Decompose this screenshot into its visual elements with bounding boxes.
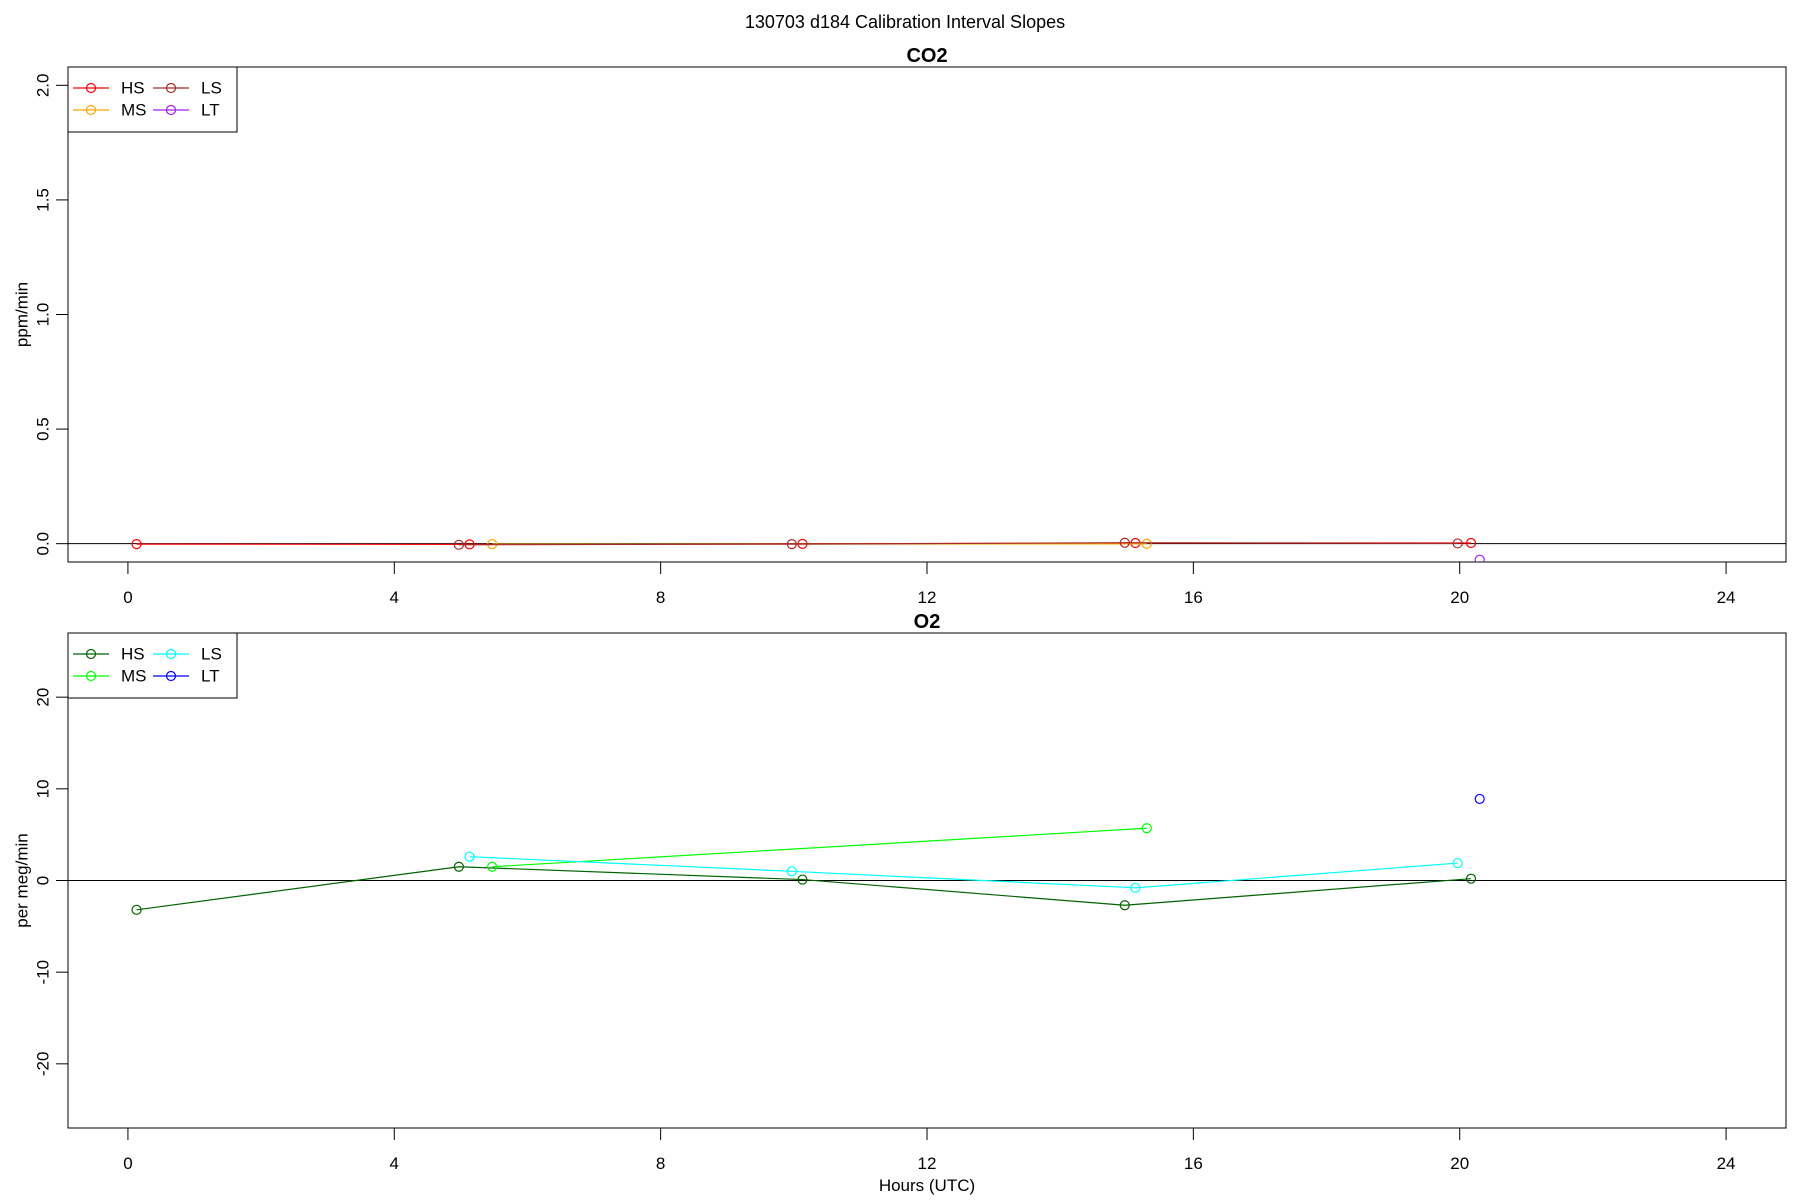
co2-panel: CO2 0 4 8 12 16 20 24 0.0 0.5 1.0 1.5 2.0 ppm/min HS MS… <box>13 45 1787 607</box>
o2-x-tick-label: 8 <box>656 1154 665 1173</box>
o2-data-point-lt <box>1474 793 1485 805</box>
o2-legend-label-ls: LS <box>201 645 222 664</box>
o2-series-ms <box>487 823 1152 872</box>
co2-data-point-ls <box>1119 537 1130 548</box>
co2-legend-swatch-marker <box>165 104 177 116</box>
o2-panel: O2 0 4 8 12 16 20 24 Hours (UTC) -20 -10 0 10 20 per m… <box>13 611 1787 1195</box>
o2-legend-swatch-marker <box>165 670 177 682</box>
o2-y-tick-label: -20 <box>34 1052 53 1077</box>
co2-x-tick-label: 16 <box>1184 588 1203 607</box>
o2-legend-item-hs: HS <box>73 645 145 664</box>
co2-x-tick-label: 8 <box>656 588 665 607</box>
o2-x-axis: 0 4 8 12 16 20 24 <box>123 1127 1736 1173</box>
o2-y-axis: -20 -10 0 10 20 <box>34 688 69 1076</box>
co2-y-axis-label: ppm/min <box>13 282 32 347</box>
co2-x-tick-label: 24 <box>1717 588 1736 607</box>
o2-data-point-ms <box>487 861 498 872</box>
o2-y-tick-label: 20 <box>34 688 53 707</box>
co2-legend-item-ls: LS <box>153 79 222 98</box>
o2-x-tick-label: 20 <box>1450 1154 1469 1173</box>
co2-legend-item-hs: HS <box>73 79 145 98</box>
o2-data-point-ls <box>1452 857 1463 869</box>
co2-legend-swatch-marker <box>85 82 97 94</box>
co2-legend: HS MS LS LT <box>67 66 238 133</box>
o2-data-point-ls <box>786 866 797 877</box>
o2-panel-title: O2 <box>914 611 941 633</box>
o2-x-axis-label: Hours (UTC) <box>879 1176 975 1195</box>
co2-legend-label-hs: HS <box>121 79 145 98</box>
o2-legend-swatch-marker <box>85 648 97 660</box>
co2-data-point-ls <box>453 539 464 550</box>
o2-legend-swatch-marker <box>165 648 177 660</box>
co2-x-tick-label: 4 <box>390 588 399 607</box>
co2-data-point-hs <box>131 539 142 550</box>
o2-legend-item-ms: MS <box>73 667 147 686</box>
o2-y-tick-label: 10 <box>34 779 53 798</box>
co2-x-tick-label: 20 <box>1450 588 1469 607</box>
o2-y-tick-label: -10 <box>34 960 53 985</box>
co2-y-tick-label: 1.0 <box>34 303 53 327</box>
o2-data-point-hs <box>1465 873 1477 884</box>
co2-y-tick-label: 1.5 <box>34 188 53 212</box>
o2-data-point-ls <box>1130 882 1141 893</box>
co2-y-axis: 0.0 0.5 1.0 1.5 2.0 <box>34 74 69 556</box>
o2-x-tick-label: 12 <box>918 1154 937 1173</box>
co2-plot-frame <box>67 66 1787 563</box>
co2-data-point-ms <box>487 539 498 550</box>
co2-data-point-ls <box>786 539 797 550</box>
co2-series-line-ls <box>458 542 1458 546</box>
co2-data-point-ms <box>1141 538 1152 549</box>
co2-x-tick-label: 12 <box>918 588 937 607</box>
o2-x-tick-label: 0 <box>123 1154 132 1173</box>
o2-series-hs <box>131 861 1477 915</box>
o2-legend-item-lt: LT <box>153 667 220 686</box>
co2-data-point-hs <box>1465 537 1477 549</box>
o2-data-point-hs <box>1119 900 1130 911</box>
co2-legend-item-ms: MS <box>73 101 147 120</box>
o2-series-line-ms <box>492 827 1147 868</box>
co2-series-lt <box>1474 554 1485 562</box>
o2-series-ls <box>464 851 1463 893</box>
o2-legend-item-ls: LS <box>153 645 222 664</box>
o2-data-point-ls <box>464 851 475 862</box>
o2-series-line-hs <box>136 866 1472 911</box>
o2-x-tick-label: 24 <box>1717 1154 1736 1173</box>
o2-legend-label-ms: MS <box>121 667 147 686</box>
o2-legend: HS MS LS LT <box>67 632 238 699</box>
o2-y-tick-label: 0 <box>34 876 53 885</box>
o2-y-axis-label: per meg/min <box>13 833 32 927</box>
co2-legend-label-ls: LS <box>201 79 222 98</box>
co2-legend-box <box>67 66 238 133</box>
co2-legend-swatch-marker <box>165 82 177 94</box>
co2-x-axis: 0 4 8 12 16 20 24 <box>123 561 1736 607</box>
co2-series-ls <box>453 537 1463 550</box>
o2-data-point-hs <box>797 874 808 885</box>
o2-legend-label-hs: HS <box>121 645 145 664</box>
o2-legend-label-lt: LT <box>201 667 220 686</box>
o2-legend-swatch-marker <box>85 670 97 682</box>
o2-series-line-ls <box>469 856 1458 889</box>
co2-y-tick-label: 0.0 <box>34 532 53 556</box>
co2-y-tick-label: 0.5 <box>34 417 53 441</box>
o2-data-point-ms <box>1141 823 1152 834</box>
co2-legend-item-lt: LT <box>153 101 220 120</box>
co2-data-point-lt <box>1474 554 1485 562</box>
co2-y-tick-label: 2.0 <box>34 74 53 98</box>
co2-legend-label-ms: MS <box>121 101 147 120</box>
o2-x-tick-label: 16 <box>1184 1154 1203 1173</box>
figure-title: 130703 d184 Calibration Interval Slopes <box>745 12 1065 32</box>
o2-series-lt <box>1474 793 1485 805</box>
co2-data-point-ls <box>1452 538 1463 549</box>
co2-panel-title: CO2 <box>906 45 947 67</box>
co2-legend-swatch-marker <box>85 104 97 116</box>
o2-x-tick-label: 4 <box>390 1154 399 1173</box>
co2-x-tick-label: 0 <box>123 588 132 607</box>
o2-data-point-hs <box>453 861 464 872</box>
co2-legend-label-lt: LT <box>201 101 220 120</box>
o2-legend-box <box>67 632 238 699</box>
o2-data-point-hs <box>131 904 142 915</box>
